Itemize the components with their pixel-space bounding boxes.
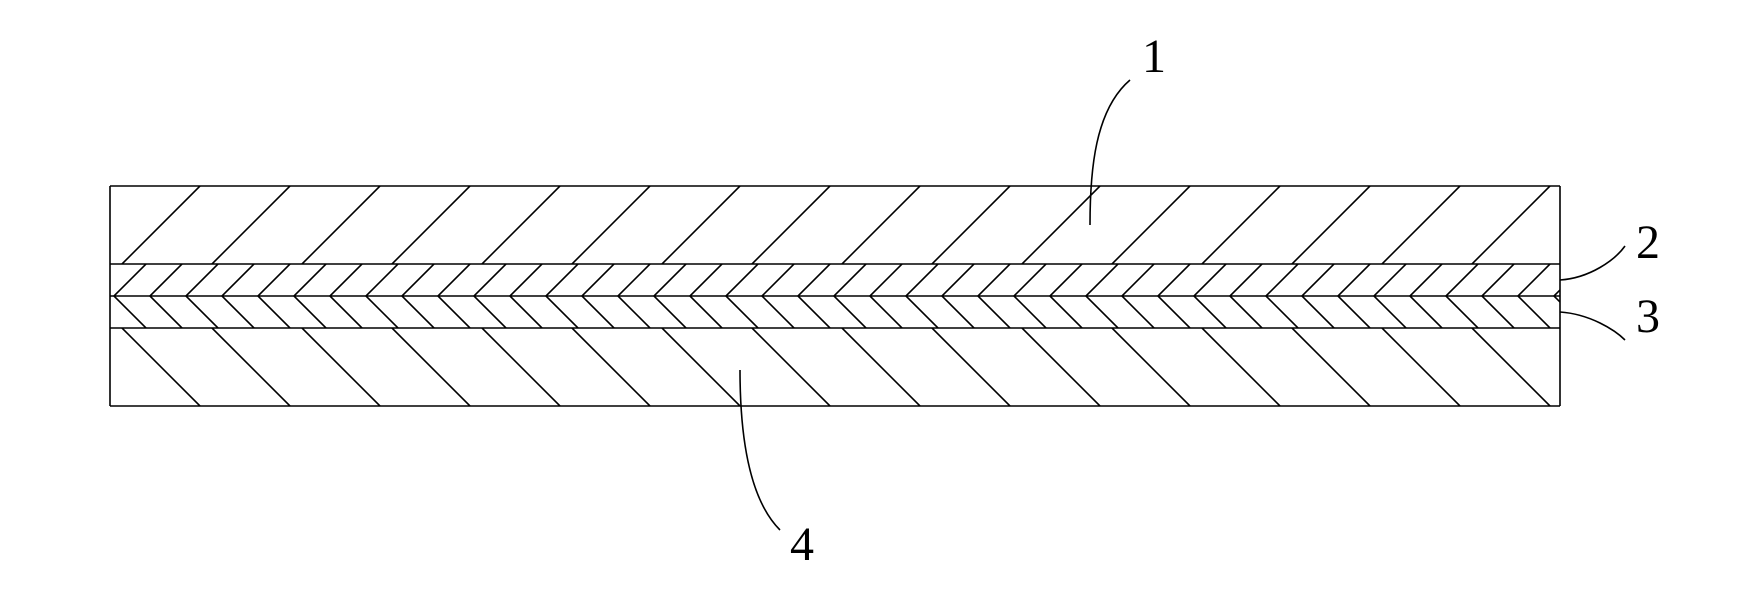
layer-4 (0, 328, 1730, 406)
callout-label-2: 2 (1636, 216, 1660, 269)
leader-line-2 (1560, 246, 1625, 280)
leader-line-4 (740, 370, 780, 530)
layers-group (0, 186, 1730, 406)
layer-1 (0, 186, 1730, 264)
layer-diagram: 1 2 3 4 (0, 0, 1741, 603)
layer-2 (42, 264, 1658, 296)
layer-3 (42, 296, 1658, 328)
callout-label-1: 1 (1142, 30, 1166, 83)
leader-line-1 (1090, 80, 1130, 225)
callout-label-3: 3 (1636, 290, 1660, 343)
callout-label-4: 4 (790, 518, 814, 571)
leader-line-3 (1560, 312, 1625, 340)
